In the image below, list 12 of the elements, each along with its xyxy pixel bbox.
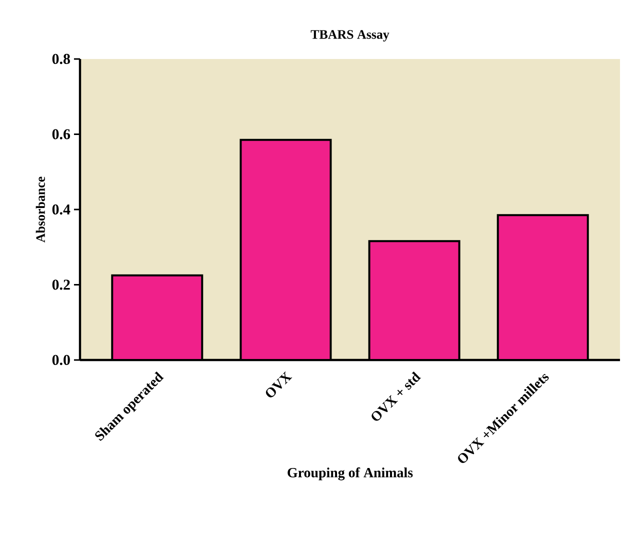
y-axis-title: Absorbance bbox=[36, 176, 45, 242]
y-tick-label: 0.8 bbox=[52, 54, 70, 64]
bar bbox=[111, 274, 204, 360]
y-tick-label: 0.2 bbox=[52, 280, 70, 290]
x-axis-title: Grouping of Animals bbox=[288, 467, 413, 480]
bar bbox=[240, 138, 332, 360]
y-tick-label: 0.0 bbox=[52, 354, 70, 366]
y-tick-label: 0.4 bbox=[52, 204, 70, 215]
chart-title: TBARS Assay bbox=[310, 30, 390, 42]
bar bbox=[368, 240, 460, 360]
bar bbox=[496, 214, 589, 360]
y-tick-label: 0.6 bbox=[52, 129, 70, 140]
